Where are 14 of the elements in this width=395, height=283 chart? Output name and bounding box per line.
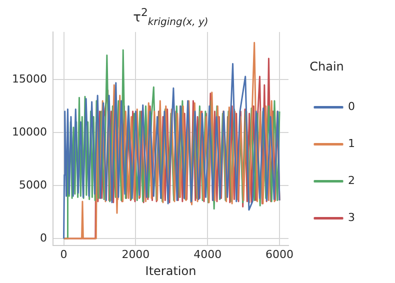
- legend-label: 2: [348, 174, 355, 188]
- legend-label: 3: [348, 211, 355, 224]
- legend-label: 0: [348, 100, 355, 114]
- y-tick-label: 10000: [12, 125, 47, 138]
- legend-title: Chain: [310, 59, 344, 74]
- y-tick-label: 5000: [18, 178, 47, 192]
- y-tick-label: 0: [40, 231, 47, 244]
- y-tick-label: 15000: [12, 72, 47, 86]
- legend-label: 1: [348, 137, 355, 150]
- x-tick-label: 2000: [122, 248, 150, 261]
- x-tick-label: 6000: [266, 248, 294, 261]
- x-tick-label: 4000: [194, 248, 222, 261]
- x-tick-label: 0: [60, 248, 68, 261]
- x-axis-title: Iteration: [145, 264, 196, 278]
